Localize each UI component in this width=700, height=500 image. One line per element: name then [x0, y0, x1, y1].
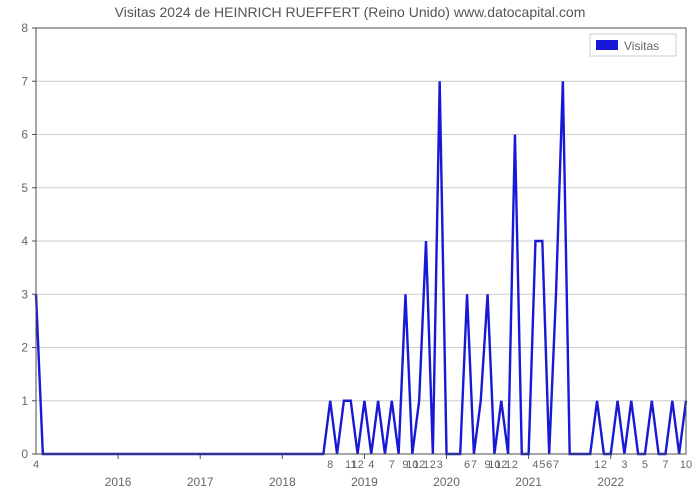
legend-label: Visitas	[624, 39, 659, 53]
y-tick-label: 6	[21, 128, 28, 142]
legend-swatch	[596, 40, 618, 50]
x-year-label: 2018	[269, 475, 296, 489]
x-minor-label: 7	[553, 459, 559, 471]
x-minor-label: 4	[368, 459, 374, 471]
x-year-label: 2020	[433, 475, 460, 489]
x-minor-label: 8	[327, 459, 333, 471]
x-minor-label: 1	[505, 459, 511, 471]
x-year-label: 2016	[105, 475, 132, 489]
x-minor-label: 4	[532, 459, 538, 471]
x-minor-label: 3	[621, 459, 627, 471]
x-year-label: 2021	[515, 475, 542, 489]
y-tick-label: 0	[21, 447, 28, 461]
x-minor-label: 10	[680, 459, 692, 471]
y-tick-label: 4	[21, 234, 28, 248]
x-minor-label: 1	[594, 459, 600, 471]
x-minor-label: 2	[601, 459, 607, 471]
x-minor-label: 4	[33, 459, 39, 471]
x-minor-label: 6	[546, 459, 552, 471]
y-tick-label: 2	[21, 341, 28, 355]
x-minor-label: 2	[512, 459, 518, 471]
x-year-label: 2017	[187, 475, 214, 489]
chart-title: Visitas 2024 de HEINRICH RUEFFERT (Reino…	[0, 4, 700, 20]
x-minor-label: 7	[389, 459, 395, 471]
x-minor-label: 7	[662, 459, 668, 471]
x-minor-label: 5	[539, 459, 545, 471]
x-minor-label: 12	[351, 459, 363, 471]
y-tick-label: 7	[21, 74, 28, 88]
line-chart: 0123456782016201720182019202020212022481…	[0, 0, 700, 500]
x-minor-label: 1	[423, 459, 429, 471]
x-minor-label: 6	[464, 459, 470, 471]
x-minor-label: 3	[437, 459, 443, 471]
chart-container: Visitas 2024 de HEINRICH RUEFFERT (Reino…	[0, 0, 700, 500]
y-tick-label: 1	[21, 394, 28, 408]
y-tick-label: 5	[21, 181, 28, 195]
x-year-label: 2022	[597, 475, 624, 489]
y-tick-label: 8	[21, 21, 28, 35]
y-tick-label: 3	[21, 287, 28, 301]
x-minor-label: 5	[642, 459, 648, 471]
x-minor-label: 7	[471, 459, 477, 471]
x-year-label: 2019	[351, 475, 378, 489]
x-minor-label: 2	[430, 459, 436, 471]
